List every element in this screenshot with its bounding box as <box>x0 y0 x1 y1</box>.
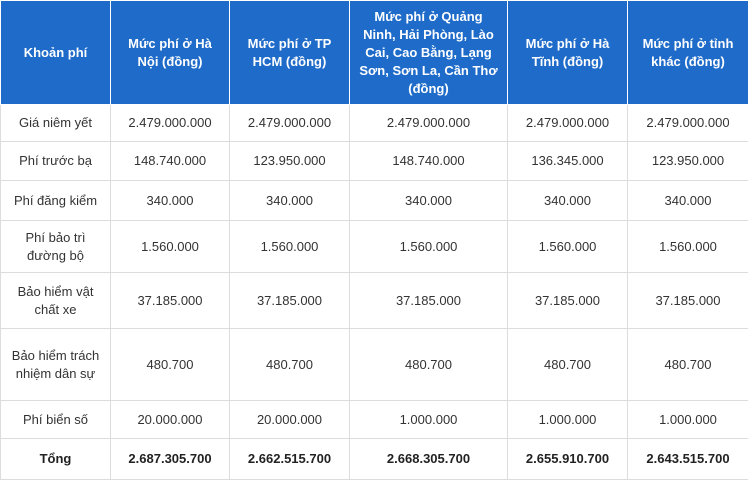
row-label: Giá niêm yết <box>1 105 111 142</box>
cell: 136.345.000 <box>508 142 628 181</box>
cell: 20.000.000 <box>230 401 350 439</box>
header-cell: Khoản phí <box>1 1 111 105</box>
cell: 2.668.305.700 <box>350 439 508 480</box>
cell: 37.185.000 <box>230 273 350 329</box>
cell: 480.700 <box>230 329 350 401</box>
cell: 480.700 <box>508 329 628 401</box>
header-cell: Mức phí ở Quảng Ninh, Hải Phòng, Lào Cai… <box>350 1 508 105</box>
cell: 2.687.305.700 <box>111 439 230 480</box>
cell: 1.560.000 <box>350 221 508 273</box>
cell: 340.000 <box>350 181 508 221</box>
row-label: Tổng <box>1 439 111 480</box>
row-label: Bảo hiểm vật chất xe <box>1 273 111 329</box>
header-cell: Mức phí ở Hà Tĩnh (đồng) <box>508 1 628 105</box>
row-label: Phí đăng kiểm <box>1 181 111 221</box>
cell: 37.185.000 <box>508 273 628 329</box>
cell: 2.479.000.000 <box>230 105 350 142</box>
cell: 1.000.000 <box>350 401 508 439</box>
cell: 148.740.000 <box>111 142 230 181</box>
cell: 340.000 <box>230 181 350 221</box>
row-label: Phí trước bạ <box>1 142 111 181</box>
row-label: Phí bảo trì đường bộ <box>1 221 111 273</box>
cell: 20.000.000 <box>111 401 230 439</box>
cell: 2.479.000.000 <box>350 105 508 142</box>
cell: 123.950.000 <box>230 142 350 181</box>
cell: 1.560.000 <box>111 221 230 273</box>
cell: 1.560.000 <box>628 221 748 273</box>
cell: 1.560.000 <box>230 221 350 273</box>
cell: 1.000.000 <box>508 401 628 439</box>
cell: 2.643.515.700 <box>628 439 748 480</box>
cell: 2.655.910.700 <box>508 439 628 480</box>
header-cell: Mức phí ở tỉnh khác (đồng) <box>628 1 748 105</box>
cell: 340.000 <box>628 181 748 221</box>
cell: 2.479.000.000 <box>111 105 230 142</box>
cell: 480.700 <box>628 329 748 401</box>
cell: 2.479.000.000 <box>508 105 628 142</box>
cell: 480.700 <box>111 329 230 401</box>
cell: 148.740.000 <box>350 142 508 181</box>
row-label: Phí biển số <box>1 401 111 439</box>
cell: 340.000 <box>111 181 230 221</box>
cell: 340.000 <box>508 181 628 221</box>
header-cell: Mức phí ở Hà Nội (đồng) <box>111 1 230 105</box>
cell: 37.185.000 <box>111 273 230 329</box>
cell: 2.479.000.000 <box>628 105 748 142</box>
row-label: Bảo hiểm trách nhiệm dân sự <box>1 329 111 401</box>
header-cell: Mức phí ở TP HCM (đồng) <box>230 1 350 105</box>
cell: 2.662.515.700 <box>230 439 350 480</box>
cell: 123.950.000 <box>628 142 748 181</box>
cell: 37.185.000 <box>350 273 508 329</box>
cell: 37.185.000 <box>628 273 748 329</box>
cell: 1.560.000 <box>508 221 628 273</box>
cell: 480.700 <box>350 329 508 401</box>
cell: 1.000.000 <box>628 401 748 439</box>
